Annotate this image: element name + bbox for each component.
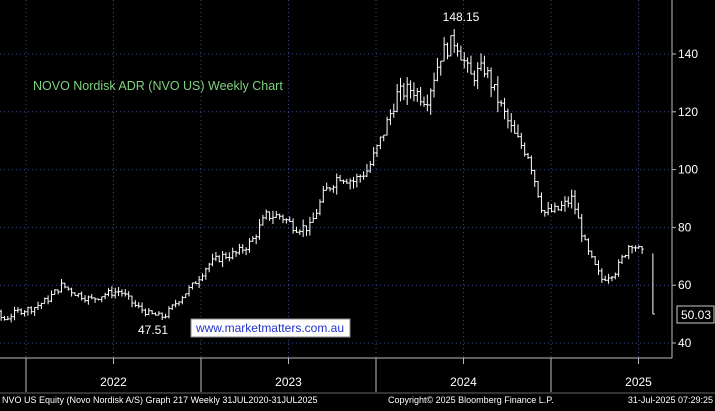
y-tick-label: 140 xyxy=(678,47,698,61)
y-tick-label: 60 xyxy=(678,278,692,292)
footer-copyright: Copyright© 2025 Bloomberg Finance L.P. xyxy=(388,395,554,405)
low-annotation: 47.51 xyxy=(138,323,168,337)
y-tick-label: 120 xyxy=(678,105,698,119)
footer-timestamp: 31-Jul-2025 07:29:25 xyxy=(628,395,713,405)
y-tick-label: 80 xyxy=(678,220,692,234)
x-axis: 2022 2023 2024 2025 xyxy=(0,357,672,392)
grid-lines xyxy=(0,0,672,358)
x-year-label: 2023 xyxy=(275,375,302,389)
watermark-box[interactable]: www.marketmatters.com.au xyxy=(190,318,351,338)
chart-title: NOVO Nordisk ADR (NVO US) Weekly Chart xyxy=(33,79,283,93)
last-price-label: 50.03 xyxy=(681,308,711,322)
x-year-label: 2022 xyxy=(100,375,127,389)
x-year-label: 2024 xyxy=(450,375,477,389)
y-axis: 40 60 80 100 120 140 xyxy=(671,0,698,358)
y-tick-label: 100 xyxy=(678,163,698,177)
price-bars xyxy=(0,29,655,323)
last-price-box: 50.03 xyxy=(676,305,715,324)
x-year-label: 2025 xyxy=(625,375,652,389)
high-annotation: 148.15 xyxy=(443,10,480,24)
y-tick-label: 40 xyxy=(678,336,692,350)
watermark-link[interactable]: www.marketmatters.com.au xyxy=(195,321,344,335)
footer-bar: NVO US Equity (Novo Nordisk A/S) Graph 2… xyxy=(0,392,715,405)
footer-security-info: NVO US Equity (Novo Nordisk A/S) Graph 2… xyxy=(2,395,318,405)
